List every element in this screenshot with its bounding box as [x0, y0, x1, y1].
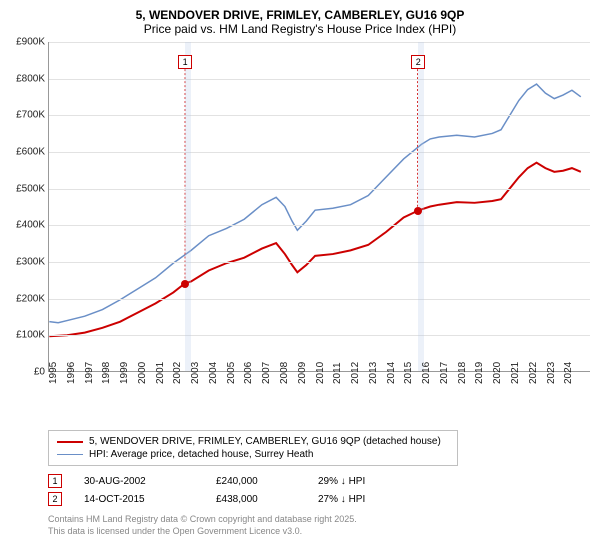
series-hpi	[49, 84, 580, 323]
sale-marker-flag: 1	[178, 55, 192, 69]
sale-marker-dot	[414, 207, 422, 215]
sale-row: 1 30-AUG-2002 £240,000 29% ↓ HPI	[48, 472, 590, 490]
gridline	[49, 335, 590, 336]
chart-area: 12 £0£100K£200K£300K£400K£500K£600K£700K…	[10, 42, 590, 402]
legend-swatch	[57, 454, 83, 455]
gridline	[49, 79, 590, 80]
footer-line-2: This data is licensed under the Open Gov…	[48, 526, 590, 538]
gridline	[49, 189, 590, 190]
y-axis-label: £500K	[16, 183, 45, 194]
sale-marker-dot	[181, 280, 189, 288]
sale-diff: 29% ↓ HPI	[318, 476, 365, 487]
y-axis-label: £400K	[16, 220, 45, 231]
y-axis-label: £0	[34, 367, 45, 378]
legend-row: 5, WENDOVER DRIVE, FRIMLEY, CAMBERLEY, G…	[57, 435, 449, 448]
title-sub: Price paid vs. HM Land Registry's House …	[10, 22, 590, 36]
y-axis-label: £600K	[16, 147, 45, 158]
x-axis-label: 2024	[563, 362, 585, 384]
sale-price: £438,000	[216, 494, 296, 505]
sale-flag: 2	[48, 492, 62, 506]
gridline	[49, 152, 590, 153]
shade-band	[185, 42, 191, 371]
sale-marker-flag: 2	[411, 55, 425, 69]
y-axis-label: £100K	[16, 330, 45, 341]
footer-credits: Contains HM Land Registry data © Crown c…	[48, 514, 590, 537]
sale-date: 14-OCT-2015	[84, 494, 194, 505]
title-main: 5, WENDOVER DRIVE, FRIMLEY, CAMBERLEY, G…	[10, 8, 590, 22]
legend-swatch	[57, 441, 83, 443]
y-axis-label: £900K	[16, 37, 45, 48]
y-axis-label: £800K	[16, 73, 45, 84]
sale-row: 2 14-OCT-2015 £438,000 27% ↓ HPI	[48, 490, 590, 508]
gridline	[49, 262, 590, 263]
y-axis-label: £700K	[16, 110, 45, 121]
y-axis-label: £200K	[16, 293, 45, 304]
y-axis-label: £300K	[16, 257, 45, 268]
chart-svg	[49, 42, 590, 371]
gridline	[49, 299, 590, 300]
legend-label: 5, WENDOVER DRIVE, FRIMLEY, CAMBERLEY, G…	[89, 436, 441, 447]
sale-diff: 27% ↓ HPI	[318, 494, 365, 505]
sale-price: £240,000	[216, 476, 296, 487]
sales-table: 1 30-AUG-2002 £240,000 29% ↓ HPI 2 14-OCT-201…	[48, 472, 590, 508]
sale-flag: 1	[48, 474, 62, 488]
legend-row: HPI: Average price, detached house, Surr…	[57, 448, 449, 461]
title-block: 5, WENDOVER DRIVE, FRIMLEY, CAMBERLEY, G…	[10, 8, 590, 36]
gridline	[49, 225, 590, 226]
legend-label: HPI: Average price, detached house, Surr…	[89, 449, 313, 460]
legend: 5, WENDOVER DRIVE, FRIMLEY, CAMBERLEY, G…	[48, 430, 458, 466]
footer-line-1: Contains HM Land Registry data © Crown c…	[48, 514, 590, 526]
gridline	[49, 115, 590, 116]
plot-region: 12	[48, 42, 590, 372]
gridline	[49, 42, 590, 43]
sale-date: 30-AUG-2002	[84, 476, 194, 487]
